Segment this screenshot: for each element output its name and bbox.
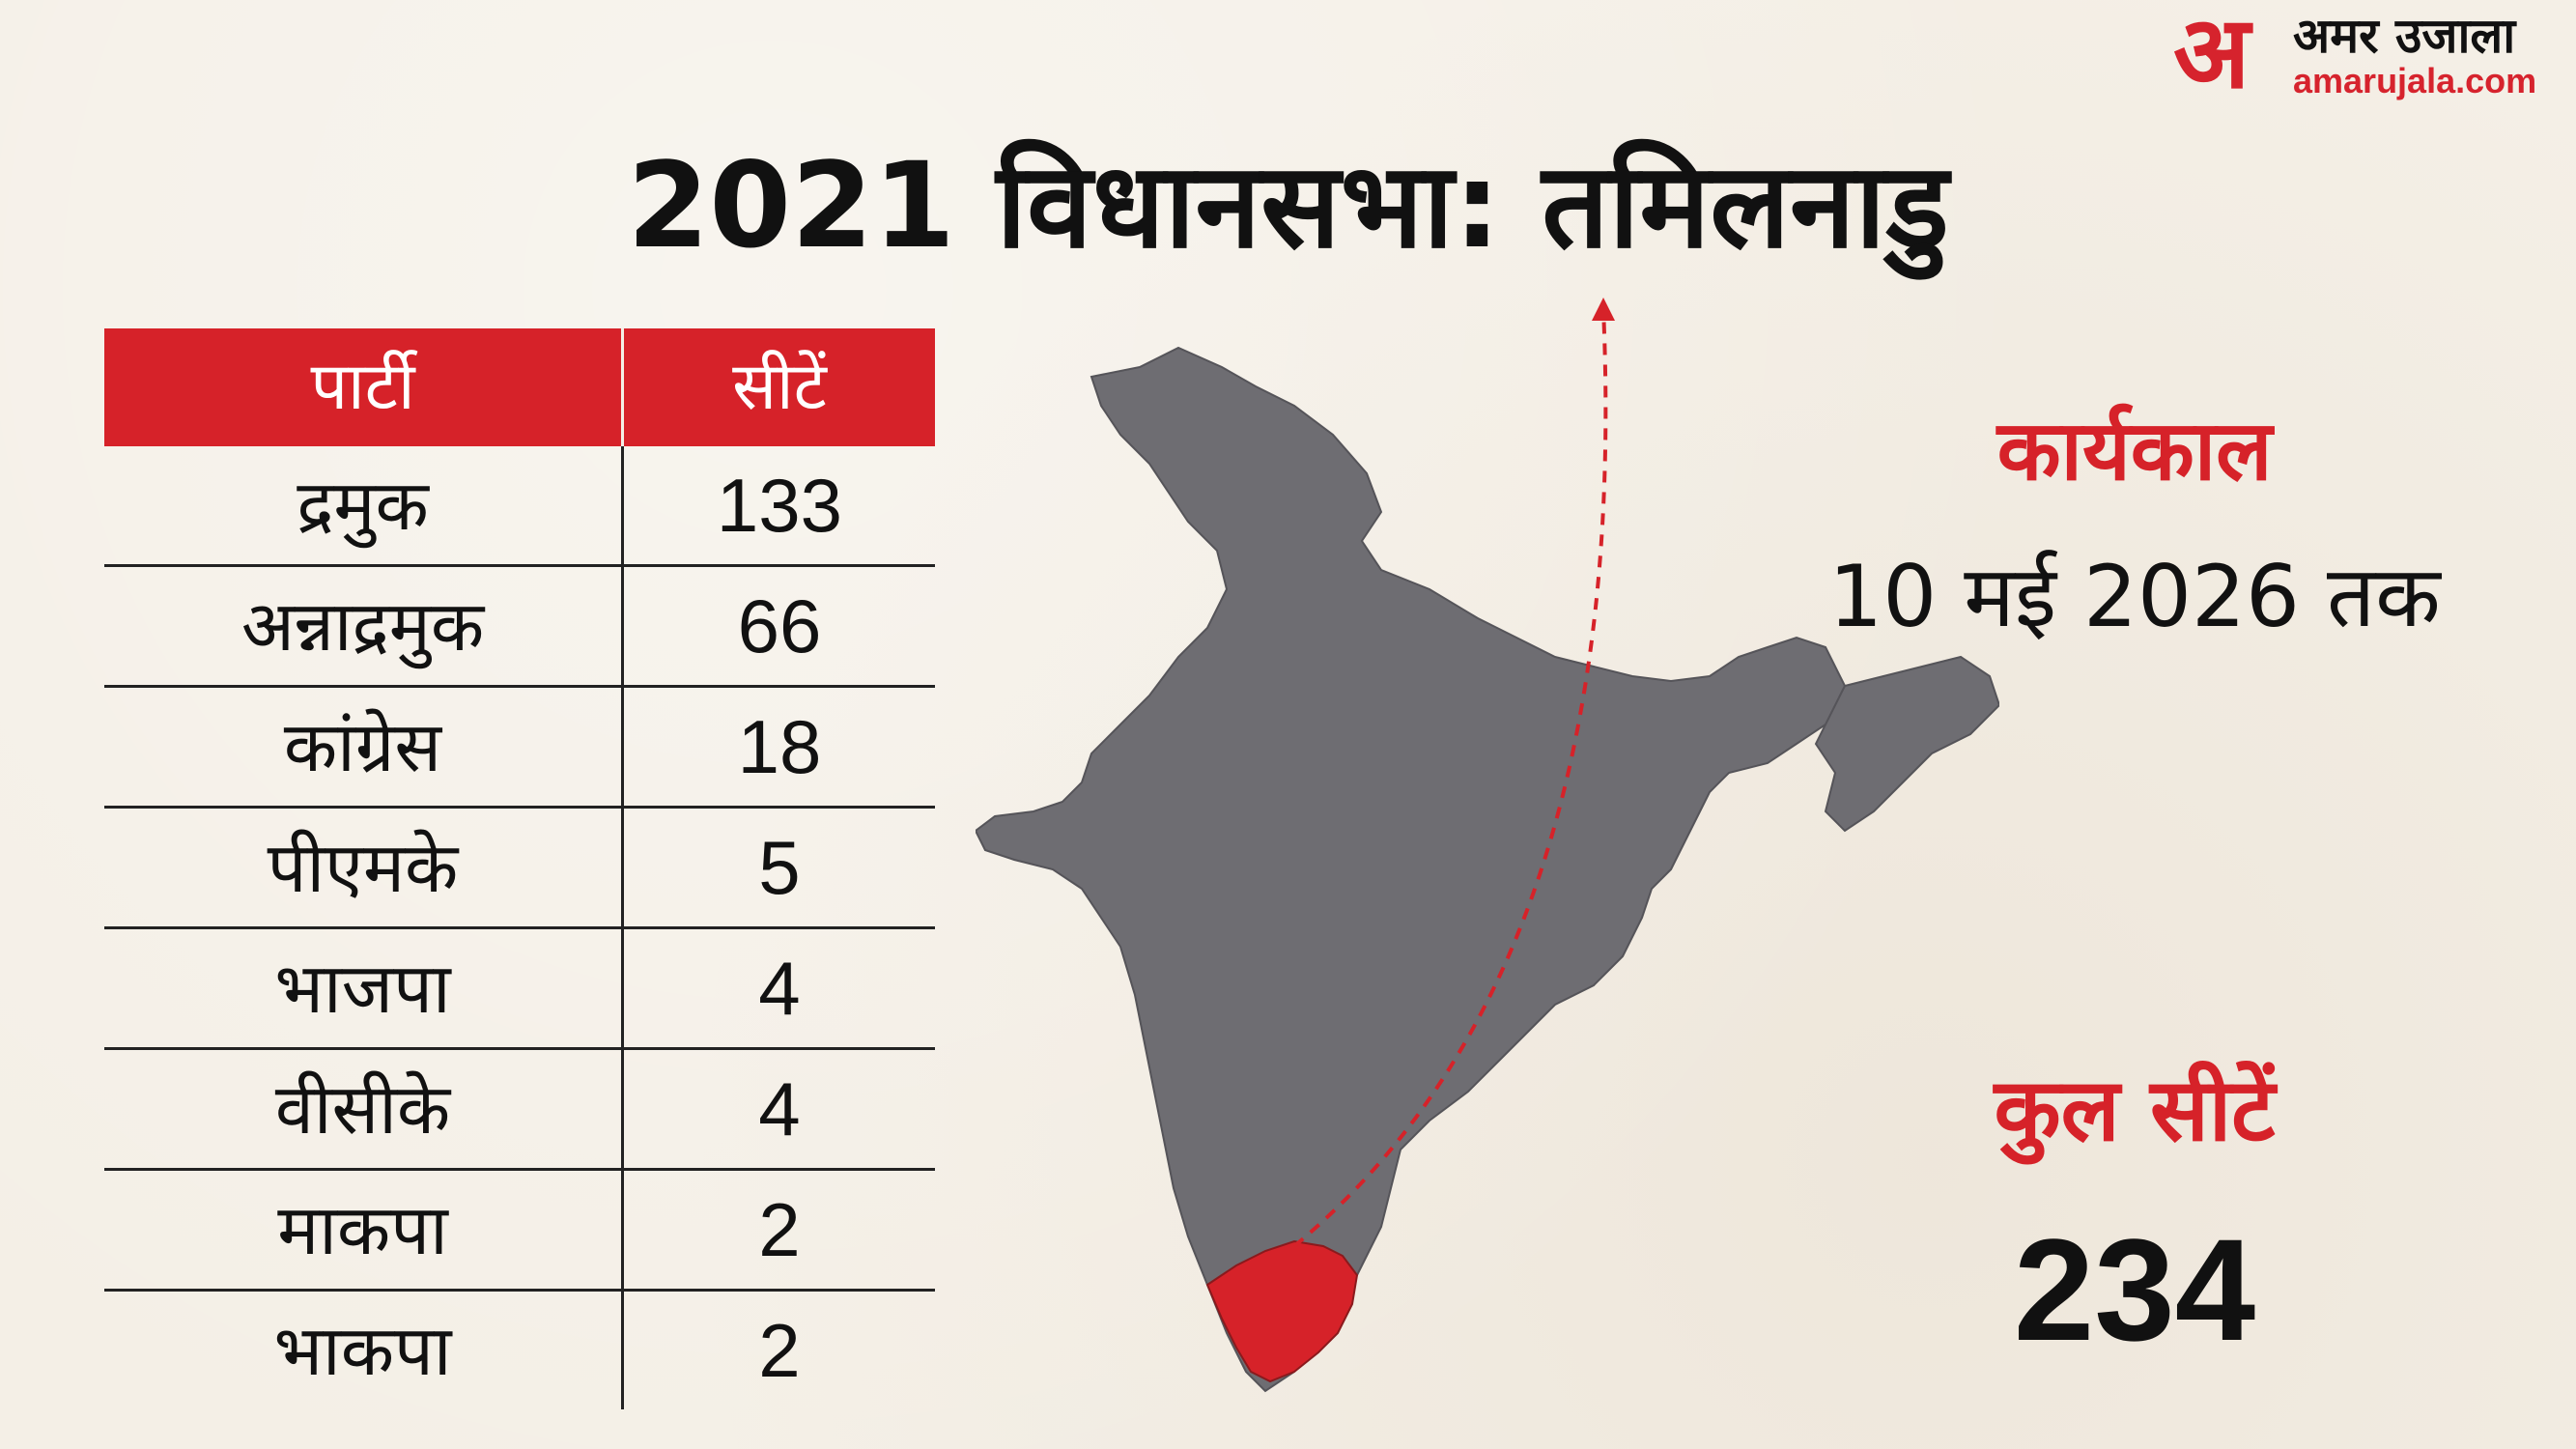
seat-count: 133	[716, 463, 843, 548]
party-name: भाकपा	[104, 1292, 624, 1409]
page-title: 2021 विधानसभा: तमिलनाडु	[627, 137, 1949, 274]
table-header: पार्टी सीटें	[104, 328, 935, 446]
party-name: पीएमके	[104, 809, 624, 926]
table-row: वीसीके 4	[104, 1050, 935, 1171]
term-value: 10 मई 2026 तक	[1828, 547, 2441, 646]
party-name: वीसीके	[104, 1050, 624, 1168]
seat-table: पार्टी सीटें द्रमुक 133 अन्नाद्रमुक 66 क…	[104, 328, 935, 1409]
india-map	[976, 298, 1999, 1393]
tamil-nadu-region	[1205, 1239, 1359, 1383]
logo-hindi-text: अमर उजाला	[2293, 8, 2516, 64]
party-name: कांग्रेस	[104, 688, 624, 806]
total-seats-value: 234	[2013, 1208, 2256, 1371]
pointer-arrow	[1292, 308, 1608, 1248]
table-row: पीएमके 5	[104, 809, 935, 929]
header-party: पार्टी	[104, 328, 624, 446]
party-name: अन्नाद्रमुक	[104, 567, 624, 685]
seat-count: 4	[758, 1066, 801, 1151]
logo-mark: अ	[2173, 0, 2250, 111]
table-row: भाकपा 2	[104, 1292, 935, 1409]
seat-count: 5	[758, 825, 801, 910]
party-name: द्रमुक	[104, 446, 624, 564]
amar-ujala-logo: अ अमर उजाला amarujala.com	[2173, 2, 2569, 104]
seat-count: 66	[737, 583, 822, 668]
seat-count: 18	[737, 704, 822, 789]
seat-count: 4	[758, 946, 801, 1031]
table-row: कांग्रेस 18	[104, 688, 935, 809]
term-label: कार्यकाल	[1996, 403, 2273, 499]
total-seats-label: कुल सीटें	[1994, 1060, 2276, 1161]
seat-count: 2	[758, 1308, 801, 1393]
pointer-arrow-head	[1592, 298, 1615, 321]
party-name: माकपा	[104, 1171, 624, 1289]
seat-count: 2	[758, 1187, 801, 1272]
logo-url-text: amarujala.com	[2293, 61, 2537, 100]
header-seats: सीटें	[732, 349, 827, 425]
table-row: द्रमुक 133	[104, 446, 935, 567]
table-row: भाजपा 4	[104, 929, 935, 1050]
table-row: अन्नाद्रमुक 66	[104, 567, 935, 688]
party-name: भाजपा	[104, 929, 624, 1047]
india-outline	[976, 346, 1866, 1393]
northeast-region	[1814, 655, 1999, 833]
table-row: माकपा 2	[104, 1171, 935, 1292]
